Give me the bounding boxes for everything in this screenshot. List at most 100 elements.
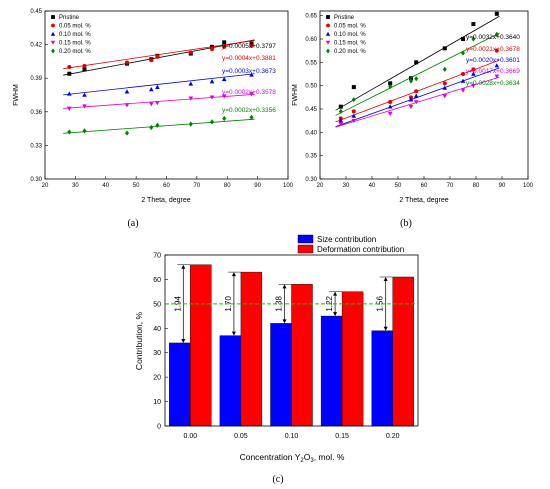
a-data-point xyxy=(82,67,87,72)
a-y-tick-label: 0.45 xyxy=(30,9,42,15)
b-data-point xyxy=(409,76,413,81)
b-fit-equation: y=0.0028x+0.3634 xyxy=(466,80,520,87)
b-x-tick-label: 30 xyxy=(343,183,350,189)
a-data-point xyxy=(155,54,160,59)
ratio-arrow-head-down xyxy=(383,326,388,331)
a-data-point xyxy=(124,103,130,108)
c-legend-label: Size contribution xyxy=(317,235,376,244)
panel-b-fit-equations: y=0.0032x+0.3640 y=0.0021x+0.3678 y=0.0020… xyxy=(466,34,520,87)
a-x-tick-label: 100 xyxy=(283,183,294,189)
ratio-arrow-head-up xyxy=(383,276,388,281)
b-x-tick-label: 20 xyxy=(317,183,324,189)
b-y-tick-label: 0.45 xyxy=(305,107,317,113)
a-data-point xyxy=(249,43,254,48)
b-data-point xyxy=(408,104,414,110)
b-fit-equation: y=0.0020x+0.3601 xyxy=(466,57,520,64)
c-y-tick-label: 30 xyxy=(153,350,161,357)
deformation-contribution-bar xyxy=(392,276,414,427)
b-data-point xyxy=(338,104,343,109)
a-data-point xyxy=(124,89,130,94)
ratio-arrow-head-down xyxy=(231,331,236,336)
a-legend-marker xyxy=(51,23,55,28)
a-x-tick-label: 70 xyxy=(194,183,201,189)
b-data-point xyxy=(414,89,419,94)
c-legend-label: Deformation contribution xyxy=(317,245,404,254)
c-y-tick-label: 0 xyxy=(157,424,161,431)
a-data-point xyxy=(209,79,215,84)
a-fit-equation: y=0.0003x+0.3673 xyxy=(222,68,276,75)
c-y-tick-label: 50 xyxy=(153,301,161,308)
b-data-point xyxy=(471,83,476,89)
b-data-point xyxy=(338,118,344,123)
b-y-tick-label: 0.60 xyxy=(305,37,317,43)
b-x-tick-label: 50 xyxy=(395,183,402,189)
a-fit-equation: y=0.0002x+0.3578 xyxy=(222,89,276,96)
b-legend-label: 0.15 mol. % xyxy=(334,41,366,47)
a-data-point xyxy=(209,95,215,100)
a-x-tick-label: 90 xyxy=(254,183,261,189)
a-y-tick-label: 0.39 xyxy=(30,76,42,82)
a-legend-marker xyxy=(51,48,55,54)
panel-a-x-axis-label: 2 Theta, degree xyxy=(141,197,190,204)
a-data-point xyxy=(249,72,254,77)
a-data-point xyxy=(222,115,227,122)
b-y-tick-label: 0.40 xyxy=(305,130,317,136)
a-legend-label: 0.10 mol. % xyxy=(59,32,91,38)
a-data-point xyxy=(249,92,254,97)
c-legend-swatch xyxy=(297,244,314,254)
a-data-point xyxy=(82,63,87,68)
b-data-point xyxy=(494,31,499,37)
size-contribution-bar xyxy=(320,315,343,427)
panel-a-fit-equations: y=0.0005x+0.3797 y=0.0004x+0.3881 y=0.0003… xyxy=(222,43,276,114)
panel-c-x-ticks: 0.00 0.05 0.10 0.15 0.20 xyxy=(183,423,400,440)
a-data-point xyxy=(249,114,254,120)
size-contribution-bar xyxy=(270,323,292,427)
b-y-tick-label: 0.65 xyxy=(305,14,317,20)
panel-b-y-axis-label: FWHM xyxy=(292,84,299,106)
a-legend-label: 0.05 mol. % xyxy=(59,24,91,30)
panel-c-ratio-arrows: 1.94 1.70 1.38 1.22 1.56 xyxy=(165,264,418,343)
b-legend-label: Pristine xyxy=(334,15,355,21)
c-x-tick-label: 0.05 xyxy=(234,433,248,440)
a-data-point xyxy=(82,104,87,109)
ratio-arrow-head-up xyxy=(231,272,236,277)
b-data-point xyxy=(494,63,500,68)
b-fit-line-4 xyxy=(335,32,500,116)
b-x-tick-label: 90 xyxy=(499,183,506,189)
a-data-point xyxy=(82,92,87,97)
b-data-point xyxy=(471,71,476,76)
c-x-tick-label: 0.15 xyxy=(335,433,349,440)
a-data-point xyxy=(155,101,160,106)
a-data-point xyxy=(149,87,154,92)
b-data-point xyxy=(388,100,393,104)
b-data-point xyxy=(387,104,393,109)
a-data-point xyxy=(249,41,254,46)
b-data-point xyxy=(387,111,393,117)
a-data-point xyxy=(125,60,130,65)
b-legend-marker xyxy=(326,23,330,28)
b-x-tick-label: 100 xyxy=(523,183,534,189)
panel-b-y-ticks: 0.30 0.35 0.40 0.45 0.50 0.55 0.60 0.65 xyxy=(305,14,323,183)
b-data-point xyxy=(338,108,343,114)
a-data-point xyxy=(222,44,227,49)
b-legend-label: 0.20 mol. % xyxy=(334,49,366,55)
a-data-point xyxy=(155,122,160,128)
a-fit-line-2 xyxy=(63,73,255,96)
a-legend-marker xyxy=(51,15,55,19)
panel-a-chart: 20 30 40 50 60 70 80 90 100 0.30 0.33 0.36 0.39 0.42… xyxy=(13,9,294,229)
c-y-tick-label: 60 xyxy=(153,277,161,284)
b-data-point xyxy=(351,109,356,114)
a-x-tick-label: 30 xyxy=(72,183,79,189)
b-data-point xyxy=(471,67,476,72)
panel-b-x-axis-label: 2 Theta, degree xyxy=(399,197,448,204)
size-contribution-bar xyxy=(169,342,191,427)
deformation-contribution-bar xyxy=(240,271,263,427)
panel-c-bars xyxy=(169,264,414,427)
b-y-tick-label: 0.35 xyxy=(305,154,317,160)
panel-c-caption: (c) xyxy=(272,474,283,485)
a-data-point xyxy=(155,84,160,89)
b-data-point xyxy=(338,122,344,127)
b-x-tick-label: 80 xyxy=(473,183,480,189)
